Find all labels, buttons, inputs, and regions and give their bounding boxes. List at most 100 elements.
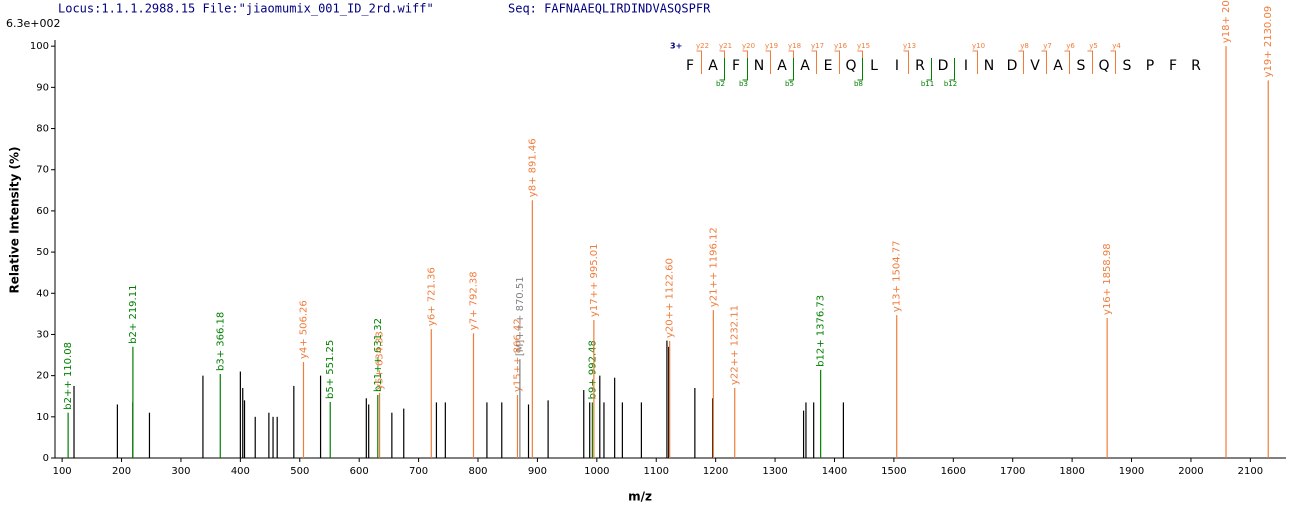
- b-ion-label: b8: [854, 80, 863, 88]
- y-ion-bracket: [788, 50, 794, 74]
- y-tick-label: 30: [36, 329, 49, 340]
- y-ion-bracket: [1064, 50, 1070, 74]
- y-ion-bracket: [719, 50, 725, 74]
- peak-label: y15++ 866.42: [512, 318, 523, 392]
- b-ion-bracket: [719, 58, 725, 81]
- residue: S: [1123, 58, 1132, 74]
- y-ion-label: y5: [1089, 42, 1098, 50]
- peak-label: y8+ 891.46: [527, 138, 538, 197]
- residue: A: [1053, 58, 1063, 74]
- x-tick-label: 100: [53, 466, 72, 477]
- x-tick-label: 1100: [644, 466, 669, 477]
- residue: E: [824, 58, 833, 74]
- residue: Q: [1098, 58, 1109, 74]
- x-axis-label: m/z: [628, 490, 652, 504]
- residue: N: [754, 58, 764, 74]
- residue: I: [964, 58, 968, 74]
- y-axis-label: Relative Intensity (%): [8, 147, 22, 294]
- b-ion-bracket: [742, 58, 748, 81]
- x-tick-label: 1000: [584, 466, 609, 477]
- peak-label: y7+ 792.38: [468, 271, 479, 330]
- y-ion-bracket: [972, 50, 978, 74]
- peak-label: y21++ 1196.12: [708, 227, 719, 307]
- peak-label: b2++ 110.08: [63, 342, 74, 410]
- x-tick-label: 900: [528, 466, 547, 477]
- b-ion-label: b12: [944, 80, 957, 88]
- y-ion-label: y4: [1112, 42, 1121, 50]
- peak-label: b3+ 366.18: [215, 312, 226, 371]
- b-ion-label: b3: [739, 80, 748, 88]
- y-ion-label: y17: [811, 42, 824, 50]
- residue: A: [777, 58, 787, 74]
- y-ion-label: y19: [765, 42, 778, 50]
- peak-label: y22++ 1232.11: [730, 305, 741, 385]
- residue: S: [1077, 58, 1086, 74]
- y-ion-bracket: [765, 50, 771, 74]
- b-ion-bracket: [857, 58, 863, 81]
- residue: R: [1191, 58, 1201, 74]
- x-tick-label: 1800: [1059, 466, 1084, 477]
- residue: R: [915, 58, 925, 74]
- y-ion-label: y16: [834, 42, 848, 50]
- peak-label: b9+ 992.48: [587, 340, 598, 399]
- b-ion-bracket: [949, 58, 955, 81]
- b-ion-label: b5: [785, 80, 794, 88]
- b-ion-label: b11: [921, 80, 934, 88]
- y-ion-label: y18: [788, 42, 801, 50]
- peak-label: y5+ 634.33: [375, 331, 386, 390]
- x-tick-label: 1300: [762, 466, 787, 477]
- y-ion-label: y21: [719, 42, 732, 50]
- residue: I: [895, 58, 899, 74]
- peak-label: y16+ 1858.98: [1102, 243, 1113, 315]
- y-tick-label: 80: [36, 124, 49, 135]
- x-tick-label: 1900: [1119, 466, 1144, 477]
- y-ion-bracket: [903, 50, 909, 74]
- peak-label: y4+ 506.26: [298, 300, 309, 359]
- y-ion-label: y20: [742, 42, 755, 50]
- y-ion-bracket: [834, 50, 840, 74]
- residue: F: [1169, 58, 1177, 74]
- y-ion-label: y7: [1043, 42, 1052, 50]
- residue: P: [1146, 58, 1154, 74]
- x-tick-label: 2100: [1238, 466, 1263, 477]
- residue: F: [732, 58, 740, 74]
- charge-label: 3+: [670, 42, 682, 51]
- residue: N: [984, 58, 994, 74]
- y-tick-label: 20: [36, 371, 49, 382]
- peak-label: y6+ 721.36: [426, 267, 437, 326]
- peak-label: b2+ 219.11: [128, 285, 139, 344]
- y-tick-label: 90: [36, 82, 49, 93]
- residue: A: [800, 58, 810, 74]
- residue: D: [938, 58, 949, 74]
- chart-title: Locus:1.1.1.2988.15 File:"jiaomumix_001_…: [58, 2, 434, 16]
- x-tick-label: 1700: [1000, 466, 1025, 477]
- peak-label: [M]+++ 870.51: [515, 276, 526, 356]
- x-tick-label: 200: [112, 466, 131, 477]
- y-ion-label: y22: [696, 42, 709, 50]
- peak-label: y19+ 2130.09: [1263, 6, 1274, 78]
- x-tick-label: 1500: [881, 466, 906, 477]
- y-tick-label: 0: [43, 453, 49, 464]
- peak-label: y17++ 995.01: [589, 243, 600, 317]
- x-tick-label: 300: [171, 466, 190, 477]
- x-tick-label: 700: [409, 466, 428, 477]
- sequence-title: Seq: FAFNAAEQLIRDINDVASQSPFR: [508, 2, 711, 16]
- x-tick-label: 1400: [822, 466, 847, 477]
- y-ion-bracket: [1110, 50, 1116, 74]
- residue: F: [686, 58, 694, 74]
- y-ion-bracket: [1041, 50, 1047, 74]
- y-tick-label: 100: [30, 41, 49, 52]
- y-ion-bracket: [811, 50, 817, 74]
- y-ion-bracket: [1018, 50, 1024, 74]
- peak-label: b11++ 631.32: [373, 318, 384, 392]
- y-ion-bracket: [1087, 50, 1093, 74]
- x-tick-label: 400: [231, 466, 250, 477]
- residue: L: [870, 58, 878, 74]
- x-tick-label: 2000: [1178, 466, 1203, 477]
- y-ion-bracket: [857, 50, 863, 74]
- y-tick-label: 60: [36, 206, 49, 217]
- peak-label: b5+ 551.25: [325, 340, 336, 399]
- y-ion-label: y13: [903, 42, 916, 50]
- peak-label: b12+ 1376.73: [816, 295, 827, 367]
